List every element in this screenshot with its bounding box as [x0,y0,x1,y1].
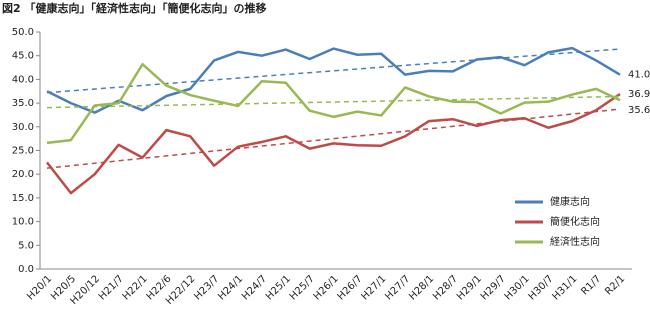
trend-line [46,95,621,109]
chart-title: 図2 「健康志向」「経済性志向」「簡便化志向」の推移 [2,1,266,15]
y-tick-label: 40.0 [12,74,34,85]
value-label: 35.6 [628,105,650,116]
value-label: 36.9 [628,89,650,100]
x-tick-label: H21/7 [97,273,126,302]
x-tick-label: H24/7 [240,273,269,302]
y-tick-label: 30.0 [12,122,34,133]
value-label: 41.0 [628,70,650,81]
y-tick-label: 50.0 [12,27,34,38]
trend-line [46,48,621,94]
x-tick-label: H29/7 [479,273,508,302]
x-tick-label: H27/1 [360,273,389,302]
x-tick-label: H23/7 [192,273,221,302]
x-tick-label: H31/1 [551,273,580,302]
x-tick-label: H28/1 [407,273,436,302]
series-line [46,62,621,145]
series-line [46,46,621,114]
y-tick-label: 0.0 [18,264,34,275]
x-tick-label: H28/7 [431,273,460,302]
legend-label: 簡便化志向 [550,215,600,228]
x-tick-label: R1/7 [579,273,603,297]
y-tick-label: 20.0 [12,169,34,180]
x-tick-label: H25/1 [264,273,293,302]
y-tick-label: 5.0 [18,240,34,251]
y-tick-label: 25.0 [12,146,34,157]
y-tick-label: 15.0 [12,193,34,204]
x-tick-label: H20/1 [25,273,54,302]
x-tick-label: H26/7 [336,273,365,302]
x-tick-label: H30/1 [503,273,532,302]
x-tick-label: H22/1 [121,273,150,302]
y-tick-label: 10.0 [12,217,34,228]
x-tick-label: H29/1 [455,273,484,302]
x-tick-label: H24/1 [216,273,245,302]
legend-label: 経済性志向 [550,235,600,248]
x-tick-label: R2/1 [603,273,627,297]
y-tick-label: 35.0 [12,98,34,109]
y-tick-label: 45.0 [12,51,34,62]
x-tick-label: H25/7 [288,273,317,302]
x-tick-label: H27/7 [383,273,412,302]
x-tick-label: H26/1 [312,273,341,302]
legend-label: 健康志向 [550,195,590,208]
series-line [46,93,621,195]
x-tick-label: H30/7 [527,273,556,302]
